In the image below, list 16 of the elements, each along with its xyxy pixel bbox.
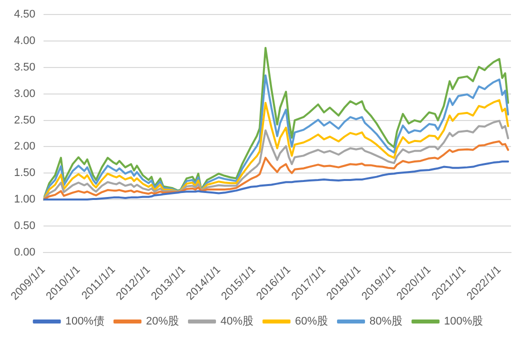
legend-label: 100%股 [444,316,484,328]
legend-label: 20%股 [146,316,179,328]
y-tick-label: 0.50 [14,220,36,232]
y-tick-label: 2.50 [14,114,36,126]
y-tick-label: 0.00 [14,246,36,258]
legend-label: 100%债 [65,316,104,328]
y-tick-label: 4.00 [14,35,36,48]
y-tick-label: 1.00 [14,194,36,206]
legend-label: 80%股 [370,316,403,328]
legend-label: 60%股 [295,316,328,328]
y-tick-label: 3.00 [14,88,36,100]
legend-label: 40%股 [220,316,254,328]
y-tick-label: 4.50 [14,8,36,21]
y-tick-label: 3.50 [14,61,36,74]
y-tick-label: 1.50 [14,167,36,180]
y-tick-label: 2.00 [14,140,36,153]
